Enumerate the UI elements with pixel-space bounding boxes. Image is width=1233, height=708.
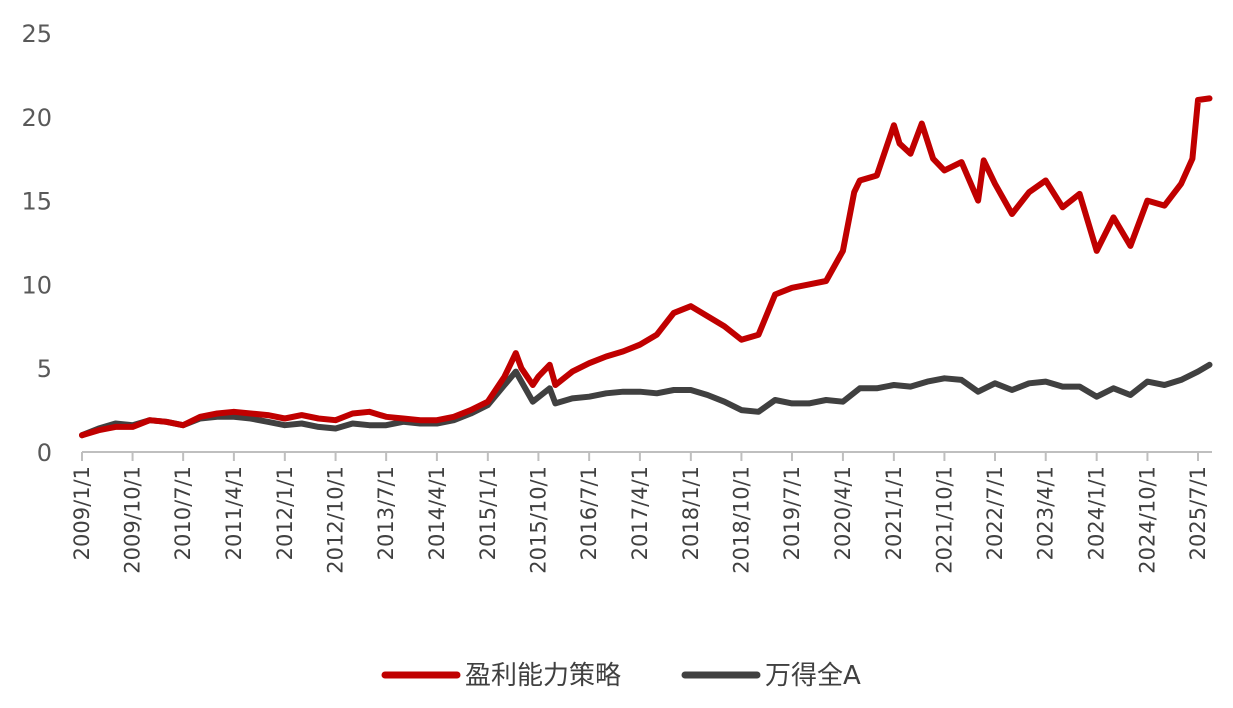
series-line-2	[79, 361, 1213, 439]
x-tick-label: 2025/7/1	[1186, 466, 1210, 560]
x-tick-label: 2020/4/1	[831, 466, 855, 560]
x-tick-label: 2023/4/1	[1034, 466, 1058, 560]
legend-label: 盈利能力策略	[465, 661, 621, 691]
x-tick-label: 2011/4/1	[222, 466, 246, 560]
x-tick-label: 2012/10/1	[324, 466, 348, 574]
y-axis-ticks: 0 5 10 15 20 25	[21, 20, 52, 467]
x-tick-label: 2015/1/1	[476, 466, 500, 560]
x-tick-label: 2019/7/1	[780, 466, 804, 560]
x-tick-label: 2022/7/1	[983, 466, 1007, 560]
x-axis-ticks: 2009/1/1 2009/10/1 2010/7/1 2011/4/1 2012/1/…	[70, 452, 1210, 574]
x-tick-label: 2012/1/1	[273, 466, 297, 560]
legend-label: 万得全A	[765, 661, 861, 691]
x-tick-label: 2009/1/1	[70, 466, 94, 560]
x-tick-label: 2021/10/1	[932, 466, 956, 574]
x-tick-label: 2014/4/1	[425, 466, 449, 560]
x-tick-label: 2017/4/1	[628, 466, 652, 560]
x-tick-label: 2009/10/1	[121, 466, 145, 574]
x-tick-label: 2010/7/1	[171, 466, 195, 560]
y-tick-label: 20	[21, 104, 52, 132]
x-tick-label: 2024/1/1	[1085, 466, 1109, 560]
series-lines	[79, 95, 1213, 439]
x-tick-label: 2021/1/1	[882, 466, 906, 560]
legend: 盈利能力策略 万得全A	[381, 661, 861, 691]
x-tick-label: 2016/7/1	[577, 466, 601, 560]
x-tick-label: 2013/7/1	[374, 466, 398, 560]
x-tick-label: 2018/10/1	[729, 466, 753, 574]
y-tick-label: 25	[21, 20, 52, 48]
series-line-1	[79, 95, 1213, 439]
y-tick-label: 10	[21, 271, 52, 299]
y-tick-label: 5	[37, 355, 52, 383]
x-tick-label: 2024/10/1	[1135, 466, 1159, 574]
x-tick-label: 2015/10/1	[526, 466, 550, 574]
y-tick-label: 0	[37, 439, 52, 467]
y-tick-label: 15	[21, 188, 52, 216]
x-tick-label: 2018/1/1	[679, 466, 703, 560]
